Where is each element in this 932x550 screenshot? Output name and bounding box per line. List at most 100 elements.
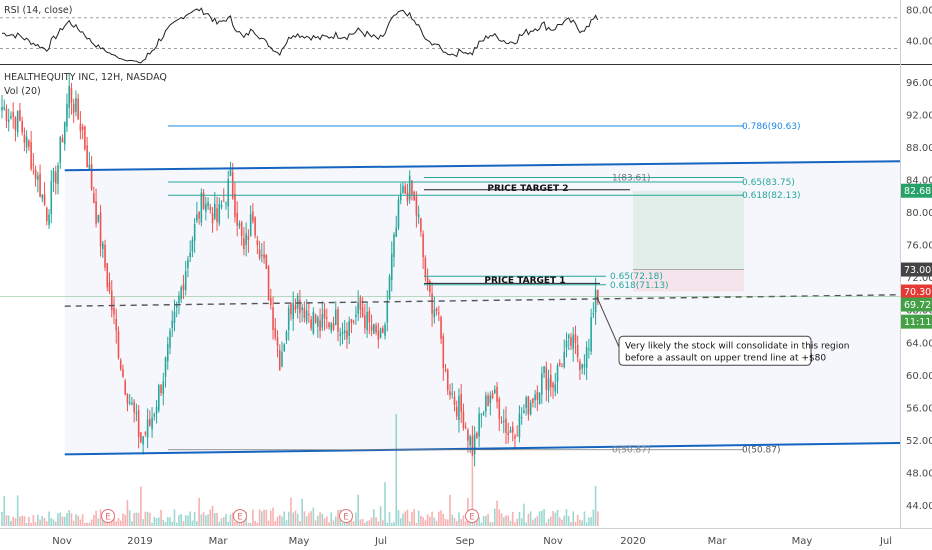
volume-bar [202,512,205,526]
volume-bar [301,498,303,526]
volume-bar [558,517,561,526]
volume-bar [48,511,50,526]
channel-midline [64,294,901,307]
candle-body [435,308,438,312]
volume-bar [57,513,59,526]
volume-bar [471,456,474,526]
price-tag-label: 70.30 [904,287,931,298]
candle-body [588,348,590,350]
candle-body [433,309,436,318]
candle-body [444,369,447,371]
volume-bar [514,522,516,526]
candle-body [590,317,592,352]
candle-body [375,325,377,333]
volume-bar [10,521,12,526]
price-tag-box [901,183,932,198]
volume-bar [384,482,386,526]
candle-body [153,414,156,417]
volume-bar [543,509,545,526]
rsi-axis: 80.00 40.00 [906,6,932,48]
volume-bar [406,509,409,526]
volume-bar [16,495,19,526]
volume-bar [520,518,523,526]
volume-bar [424,520,427,526]
volume-bar [187,515,189,526]
volume-bar [505,515,507,526]
candle-body [511,426,514,433]
volume-bar [364,522,366,526]
candle-body [507,432,510,435]
price-target-2-label: PRICE TARGET 2 [487,184,568,194]
volume-bar [455,520,458,526]
volume-bar [128,510,131,526]
earnings-marker [465,509,479,523]
price-tick-label: 72.00 [906,273,932,284]
volume-bar [395,414,398,526]
time-tick-label: Jul [374,536,387,547]
volume-bar [386,522,389,526]
candle-body [442,335,445,369]
candle-body [292,302,294,319]
candle-body [93,193,95,203]
volume-bar [290,497,292,526]
candle-body [133,401,135,413]
fib-0-right-label: 0(50.87) [742,446,781,456]
candle-body [525,397,527,408]
candle-body [243,238,245,250]
candle-body [411,180,413,195]
candle-body [323,309,326,319]
volume-bar [592,509,595,526]
candle-body [146,419,149,438]
candle-body [489,395,492,404]
candle-body [106,263,109,288]
volume-bar [588,517,590,526]
volume-bar [7,515,10,526]
volume-bar [415,522,418,526]
volume-bar [169,517,171,526]
volume-bar [444,519,447,526]
candle-body [429,281,431,293]
volume-bar [491,522,494,526]
candle-body [37,175,39,181]
candle-body [287,308,290,331]
volume-bar [117,517,120,526]
volume-bar [355,512,357,526]
candle-body [476,432,478,438]
candle-body [368,311,371,323]
volume-bar [61,516,64,526]
rsi-pane: RSI (14, close) 80.00 40.00 [0,0,932,64]
candle-body [245,233,247,245]
candle-body [171,320,174,329]
candle-body [84,126,86,150]
volume-bar [534,517,536,526]
volume-bar [90,519,93,526]
candle-body [550,374,552,388]
volume-bar [79,519,82,526]
volume-bar [404,511,406,526]
candle-body [137,410,140,437]
volume-bar [359,519,362,526]
volume-bar [446,519,449,526]
candle-body [379,328,382,338]
volume-bar [50,517,53,526]
candle-body [229,169,232,176]
time-axis[interactable]: Nov 2019 Mar May Jul Sep Nov 2020 Mar May Jul [52,536,892,547]
volume-bar [270,510,272,526]
candle-body [563,351,566,368]
price-tick-label: 84.00 [906,175,932,186]
volume-bar [561,519,563,526]
candle-body [366,312,368,331]
time-tick-label: May [289,536,310,547]
volume-bar [119,520,122,526]
volume-bar [75,514,77,526]
volume-bar [563,515,566,526]
volume-bar [438,511,440,526]
candle-body [359,297,362,310]
volume-bar [590,517,592,526]
candle-body [198,211,200,219]
volume-bar [28,516,30,526]
candle-body [30,142,32,169]
volume-bar [390,522,393,526]
price-tick-label: 96.00 [906,78,932,89]
volume-bar [464,520,467,526]
